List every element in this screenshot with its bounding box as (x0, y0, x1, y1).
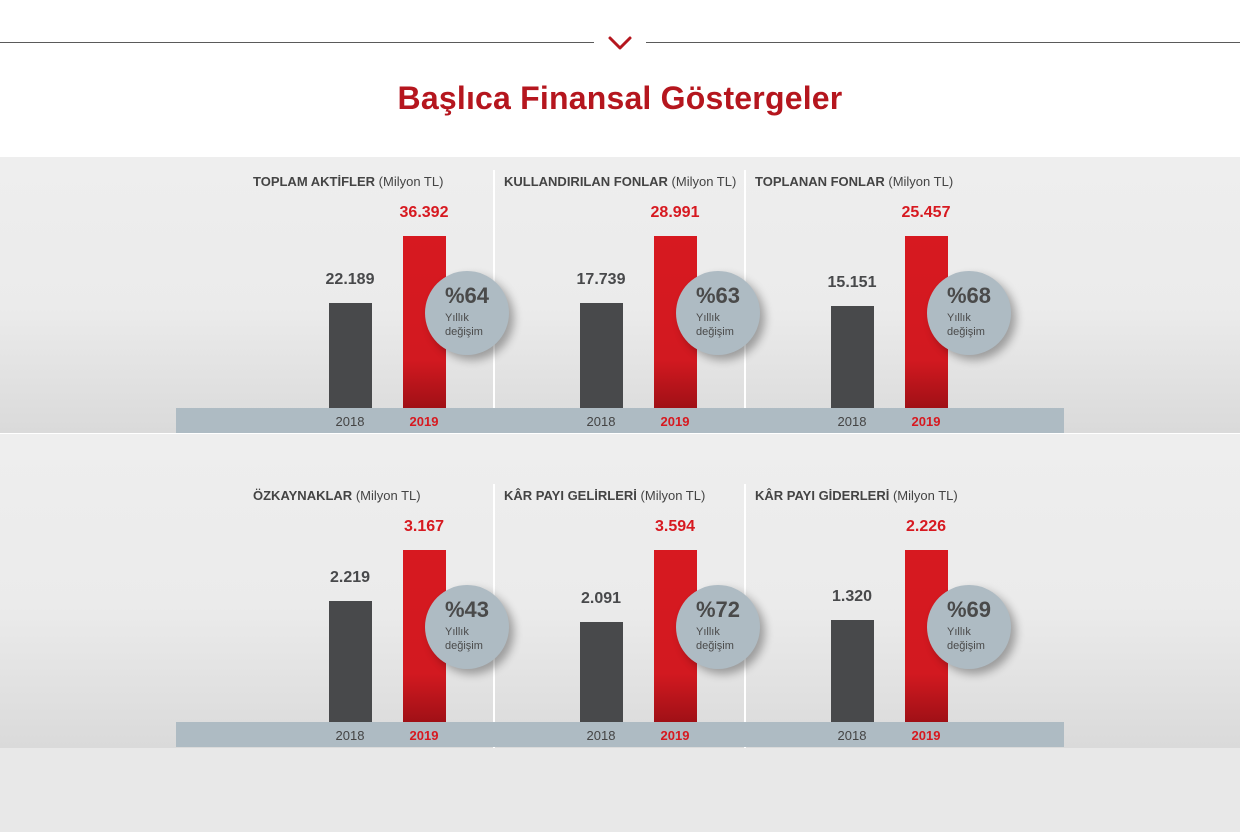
year-label-2018: 2018 (586, 728, 616, 743)
annual-change-badge: %43 Yıllık değişim (425, 585, 509, 669)
year-label-2019: 2019 (409, 728, 439, 743)
chart-title: KÂR PAYI GELİRLERİ (Milyon TL) (504, 488, 705, 503)
year-label-2018: 2018 (837, 728, 867, 743)
chart-title-unit: (Milyon TL) (352, 488, 421, 503)
annual-change-value: %43 (445, 597, 490, 622)
annual-change-value: %64 (445, 283, 490, 308)
chart-panel: KÂR PAYI GELİRLERİ (Milyon TL) 2.091 2018 3… (494, 0, 760, 832)
annual-change-value: %72 (696, 597, 741, 622)
annual-change-badge: %68 Yıllık değişim (927, 271, 1011, 355)
annual-change-value: %69 (947, 597, 992, 622)
annual-change-label: Yıllık değişim (445, 312, 483, 338)
chart-baseline-strip (176, 408, 1064, 433)
value-label-2019: 3.594 (654, 518, 696, 535)
value-label-2019: 25.457 (901, 204, 951, 221)
value-label-2019: 2.226 (905, 518, 947, 535)
value-label-2018: 2.219 (329, 569, 371, 586)
year-label-2018: 2018 (586, 414, 616, 429)
year-label-2019: 2019 (660, 728, 690, 743)
annual-change-label: Yıllık değişim (696, 312, 734, 338)
annual-change-label: Yıllık değişim (947, 626, 985, 652)
chart-title: ÖZKAYNAKLAR (Milyon TL) (253, 488, 421, 503)
chart-title-unit: (Milyon TL) (889, 488, 958, 503)
bar-2018 (329, 303, 372, 408)
chart-title-metric: KULLANDIRILAN FONLAR (504, 174, 668, 189)
value-label-2019: 36.392 (399, 204, 449, 221)
annual-change-label: Yıllık değişim (445, 626, 483, 652)
chart-panel: KÂR PAYI GİDERLERİ (Milyon TL) 1.320 2018 2… (745, 0, 1011, 832)
chart-title-metric: TOPLAM AKTİFLER (253, 174, 376, 189)
chart-title-metric: KÂR PAYI GİDERLERİ (755, 488, 890, 503)
chart-baseline-strip (176, 722, 1064, 747)
annual-change-badge: %63 Yıllık değişim (676, 271, 760, 355)
chart-title-metric: ÖZKAYNAKLAR (253, 488, 353, 503)
chart-panel: TOPLANAN FONLAR (Milyon TL) 15.151 2018 25.… (745, 0, 1011, 832)
year-label-2019: 2019 (660, 414, 690, 429)
chart-title: TOPLANAN FONLAR (Milyon TL) (755, 174, 953, 189)
value-label-2018: 1.320 (831, 588, 873, 605)
value-label-2019: 28.991 (650, 204, 700, 221)
year-label-2019: 2019 (911, 728, 941, 743)
chart-title-unit: (Milyon TL) (636, 488, 706, 503)
bottom-background (0, 748, 1240, 832)
chart-title: KULLANDIRILAN FONLAR (Milyon TL) (504, 174, 736, 189)
annual-change-label: Yıllık değişim (696, 626, 734, 652)
annual-change-badge: %64 Yıllık değişim (425, 271, 509, 355)
bar-2018 (831, 306, 874, 408)
chart-panel: ÖZKAYNAKLAR (Milyon TL) 2.219 2018 3.167 201… (243, 0, 509, 832)
value-label-2019: 3.167 (403, 518, 445, 535)
chart-title-unit: (Milyon TL) (884, 174, 954, 189)
chevron-down-icon (594, 30, 646, 56)
chart-title-metric: KÂR PAYI GELİRLERİ (504, 488, 637, 503)
annual-change-badge: %72 Yıllık değişim (676, 585, 760, 669)
chart-title: KÂR PAYI GİDERLERİ (Milyon TL) (755, 488, 958, 503)
value-label-2018: 15.151 (827, 274, 877, 291)
chart-panel: KULLANDIRILAN FONLAR (Milyon TL) 17.739 20… (494, 0, 760, 832)
year-label-2019: 2019 (409, 414, 439, 429)
chart-title-metric: TOPLANAN FONLAR (755, 174, 885, 189)
chart-panel: TOPLAM AKTİFLER (Milyon TL) 22.189 2018 36.… (243, 0, 509, 832)
year-label-2018: 2018 (335, 728, 365, 743)
page-title: Başlıca Finansal Göstergeler (397, 80, 843, 116)
annual-change-label: Yıllık değişim (947, 312, 985, 338)
annual-change-value: %68 (947, 283, 992, 308)
bar-2018 (580, 622, 623, 722)
chart-title-unit: (Milyon TL) (375, 174, 444, 189)
annual-change-value: %63 (696, 283, 741, 308)
year-label-2018: 2018 (837, 414, 867, 429)
annual-change-badge: %69 Yıllık değişim (927, 585, 1011, 669)
bar-2018 (831, 620, 874, 722)
value-label-2018: 17.739 (576, 271, 626, 288)
bar-2018 (329, 601, 372, 722)
value-label-2018: 2.091 (580, 590, 622, 607)
chart-title: TOPLAM AKTİFLER (Milyon TL) (253, 174, 443, 189)
year-label-2018: 2018 (335, 414, 365, 429)
year-label-2019: 2019 (911, 414, 941, 429)
bar-2018 (580, 303, 623, 408)
value-label-2018: 22.189 (325, 271, 375, 288)
chart-title-unit: (Milyon TL) (667, 174, 737, 189)
